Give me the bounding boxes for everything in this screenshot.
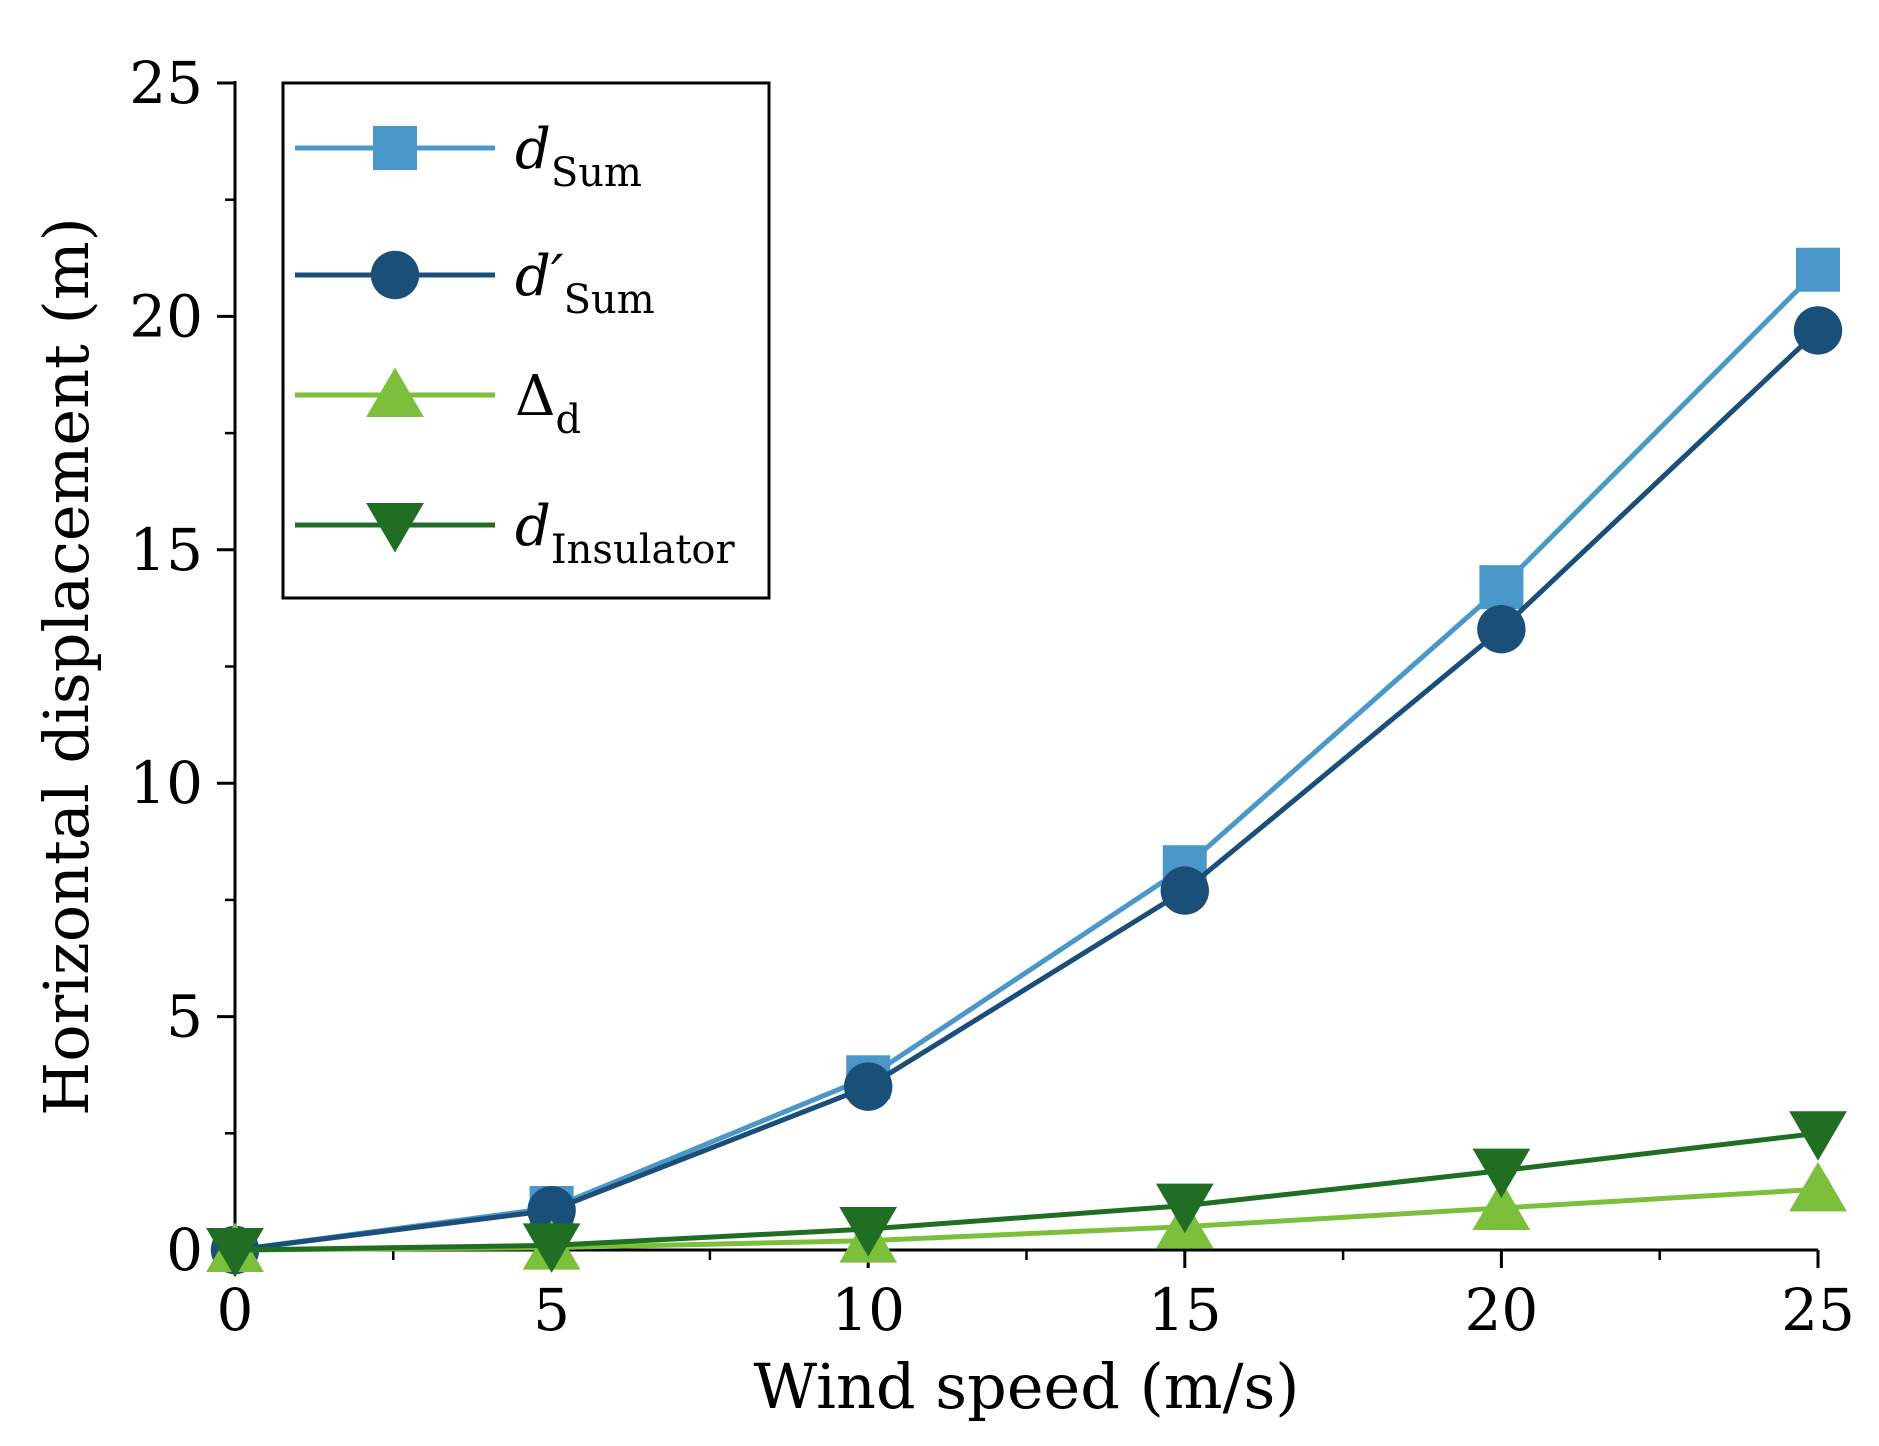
y-tick-label: 5 <box>166 983 203 1051</box>
legend-label-main: d′ <box>515 244 564 309</box>
data-point <box>522 1223 581 1273</box>
series-3 <box>206 1111 1847 1278</box>
y-axis-title: Horizontal displacement (m) <box>30 217 103 1116</box>
legend-label-sub: Insulator <box>551 527 736 573</box>
legend-label: d′Sum <box>515 244 655 323</box>
x-tick-label: 25 <box>1781 1276 1855 1344</box>
data-point <box>1479 565 1524 610</box>
data-point <box>1472 1180 1531 1230</box>
data-point <box>844 1062 893 1111</box>
x-tick-label: 20 <box>1464 1276 1538 1344</box>
legend-label-main: d <box>515 494 551 559</box>
x-axis-title: Wind speed (m/s) <box>754 1350 1300 1423</box>
legend-label-sub: Sum <box>551 150 642 196</box>
legend-label-sub: d <box>555 397 581 443</box>
data-point <box>1796 247 1840 292</box>
legend-item: dSum <box>295 117 642 196</box>
data-point <box>1160 866 1210 915</box>
y-tick-label: 25 <box>129 49 203 117</box>
x-tick-label: 15 <box>1148 1276 1222 1344</box>
legend-label: Δd <box>515 364 581 443</box>
y-tick-label: 0 <box>166 1216 203 1284</box>
data-point <box>1789 1111 1847 1161</box>
y-tick-label: 15 <box>129 516 203 584</box>
legend-swatch-marker <box>370 250 420 300</box>
data-point <box>1793 306 1843 355</box>
series-1 <box>210 306 1843 1275</box>
data-point <box>206 1228 264 1278</box>
series-line <box>234 1130 1819 1253</box>
y-tick-label: 20 <box>129 282 203 350</box>
data-point <box>1155 1183 1214 1234</box>
ticks: 0 5 10 15 20 25 0 5 10 15 20 25 <box>129 49 1855 1344</box>
legend-item: Δd <box>295 364 581 443</box>
legend-label-main: Δ <box>515 364 555 429</box>
data-point <box>1477 604 1526 654</box>
data-point <box>1789 1161 1847 1212</box>
legend-label-main: d <box>515 117 551 182</box>
legend-label: dSum <box>515 117 642 196</box>
data-point <box>527 1186 576 1235</box>
x-tick-label: 5 <box>533 1276 570 1344</box>
legend-box <box>281 81 771 600</box>
legend-item: dInsulator <box>295 494 736 573</box>
data-point <box>1472 1148 1531 1199</box>
legend-swatch-marker <box>373 126 417 170</box>
series-layer <box>206 247 1847 1278</box>
legend-swatch-marker <box>366 503 424 553</box>
x-tick-label: 10 <box>831 1276 905 1344</box>
x-tick-label: 0 <box>217 1276 254 1344</box>
legend-swatch-marker <box>366 367 424 417</box>
legend-item: d′Sum <box>295 244 655 323</box>
series-line <box>234 328 1820 1253</box>
y-tick-label: 10 <box>129 749 203 817</box>
legend-label-sub: Sum <box>564 277 655 323</box>
legend-label: dInsulator <box>515 494 736 573</box>
data-point <box>839 1206 898 1257</box>
